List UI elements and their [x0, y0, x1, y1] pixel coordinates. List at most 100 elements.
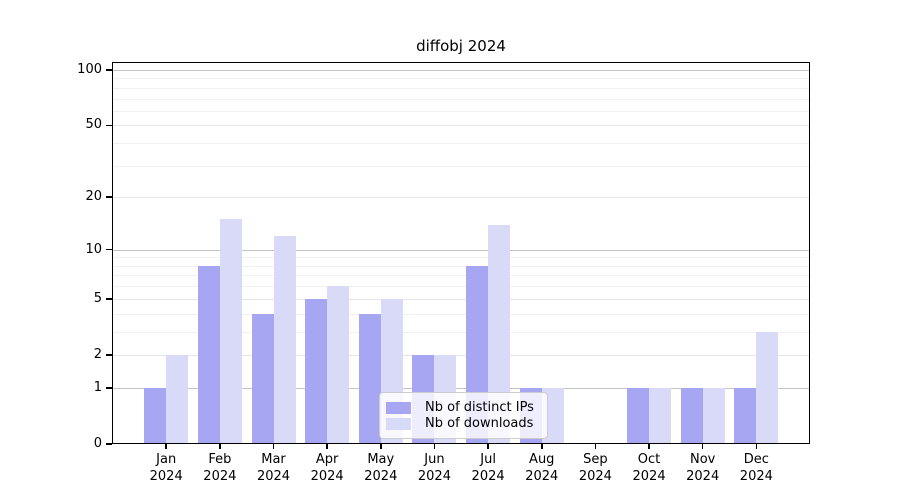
- x-tick-nov: [701, 444, 704, 449]
- gridline-y-9: [112, 257, 810, 259]
- x-tick-label-line: Jan: [156, 452, 177, 467]
- legend-item-downloads: Nb of downloads: [386, 416, 539, 431]
- gridline-y-6: [112, 286, 810, 288]
- x-tick-jun: [433, 444, 436, 449]
- x-tick-label-may: May 2024: [364, 451, 397, 485]
- legend-label-downloads: Nb of downloads: [425, 416, 534, 431]
- x-tick-jul: [487, 444, 489, 449]
- x-tick-label-feb: Feb 2024: [203, 451, 236, 485]
- y-tick-100: [106, 69, 112, 71]
- x-tick-label-line: 2024: [310, 469, 344, 485]
- x-tick-label-aug: Aug 2024: [525, 451, 558, 485]
- x-tick-label-line: 2024: [525, 469, 559, 485]
- bar-downloads-apr: [327, 286, 350, 444]
- y-tick-label-100: 100: [77, 62, 102, 78]
- y-tick-5: [106, 297, 112, 300]
- x-tick-label-jul: Jul 2024: [472, 451, 505, 485]
- bar-downloads-nov: [702, 387, 725, 444]
- x-tick-label-line: Aug: [529, 452, 555, 467]
- bar-ips-nov: [680, 387, 703, 444]
- y-tick-2: [106, 354, 112, 356]
- x-tick-label-line: 2024: [578, 469, 612, 485]
- legend-label-distinct-ips: Nb of distinct IPs: [425, 400, 534, 415]
- gridline-y-90: [112, 78, 810, 80]
- bar-downloads-jul: [488, 224, 511, 444]
- x-tick-label-line: May: [367, 452, 395, 467]
- x-tick-label-line: Jul: [480, 452, 496, 467]
- x-tick-feb: [219, 444, 221, 449]
- gridline-y-10: [112, 249, 810, 251]
- bar-ips-apr: [305, 298, 328, 444]
- x-tick-label-line: 2024: [739, 469, 773, 485]
- x-tick-label-apr: Apr 2024: [311, 451, 344, 485]
- y-tick-label-10: 10: [85, 241, 102, 257]
- bar-ips-jan: [144, 387, 167, 444]
- gridline-y-2: [112, 354, 810, 356]
- x-tick-label-line: Dec: [743, 452, 769, 467]
- x-tick-label-sep: Sep 2024: [579, 451, 612, 485]
- legend: Nb of distinct IPs Nb of downloads: [379, 392, 548, 439]
- x-tick-label-line: 2024: [256, 469, 291, 485]
- y-tick-20: [106, 196, 112, 199]
- x-tick-label-line: Apr: [315, 452, 339, 467]
- gridline-y-100: [112, 69, 810, 71]
- x-tick-label-jan: Jan 2024: [150, 451, 183, 485]
- x-tick-apr: [326, 444, 328, 449]
- bar-ips-dec: [734, 387, 757, 444]
- chart-title: diffobj 2024: [416, 37, 506, 55]
- gridline-y-50: [112, 125, 810, 127]
- x-tick-label-line: Mar: [261, 452, 286, 467]
- y-tick-label-2: 2: [93, 347, 102, 363]
- x-tick-label-line: Feb: [208, 452, 232, 467]
- y-tick-50: [106, 124, 112, 127]
- x-tick-mar: [272, 444, 275, 449]
- bar-ips-oct: [627, 387, 650, 444]
- x-tick-label-line: 2024: [471, 469, 505, 485]
- gridline-y-60: [112, 110, 810, 112]
- bar-downloads-mar: [273, 236, 296, 444]
- bar-ips-mar: [251, 313, 274, 444]
- x-tick-label-line: Jun: [424, 452, 445, 467]
- bar-downloads-feb: [219, 219, 242, 444]
- x-tick-may: [380, 444, 382, 449]
- x-tick-sep: [594, 444, 597, 449]
- y-tick-label-20: 20: [85, 189, 102, 205]
- y-tick-10: [106, 248, 112, 251]
- legend-swatch-distinct-ips: [386, 401, 411, 414]
- x-tick-label-line: 2024: [203, 469, 237, 485]
- gridline-y-30: [112, 165, 810, 167]
- y-tick-1: [106, 387, 112, 389]
- x-tick-oct: [648, 444, 650, 449]
- x-tick-jan: [165, 444, 167, 449]
- bar-downloads-jan: [166, 354, 189, 444]
- x-tick-dec: [755, 444, 758, 449]
- gridline-y-3: [112, 331, 810, 333]
- gridline-y-70: [112, 98, 810, 100]
- x-tick-label-line: Oct: [637, 452, 661, 467]
- x-tick-label-line: Nov: [690, 452, 716, 467]
- y-tick-label-5: 5: [93, 290, 102, 306]
- gridline-y-7: [112, 275, 810, 277]
- y-tick-label-1: 1: [93, 380, 102, 396]
- bar-downloads-dec: [756, 331, 779, 444]
- x-tick-label-mar: Mar 2024: [257, 451, 290, 485]
- x-tick-label-jun: Jun 2024: [418, 451, 451, 485]
- x-tick-label-oct: Oct 2024: [633, 451, 666, 485]
- gridline-y-80: [112, 87, 810, 89]
- x-tick-label-nov: Nov 2024: [686, 451, 719, 485]
- gridline-y-8: [112, 265, 810, 267]
- bar-ips-may: [358, 313, 381, 444]
- plot-area: [112, 62, 810, 444]
- gridline-y-40: [112, 143, 810, 145]
- gridline-y-1: [112, 387, 810, 389]
- x-tick-label-line: 2024: [149, 469, 183, 485]
- legend-item-distinct-ips: Nb of distinct IPs: [386, 400, 539, 415]
- x-tick-label-line: 2024: [632, 469, 666, 485]
- y-tick-label-50: 50: [85, 117, 102, 133]
- bar-ips-feb: [197, 265, 220, 444]
- legend-swatch-downloads: [386, 417, 411, 430]
- x-tick-label-line: 2024: [364, 469, 398, 485]
- x-tick-label-line: 2024: [417, 469, 451, 485]
- gridline-y-5: [112, 298, 810, 300]
